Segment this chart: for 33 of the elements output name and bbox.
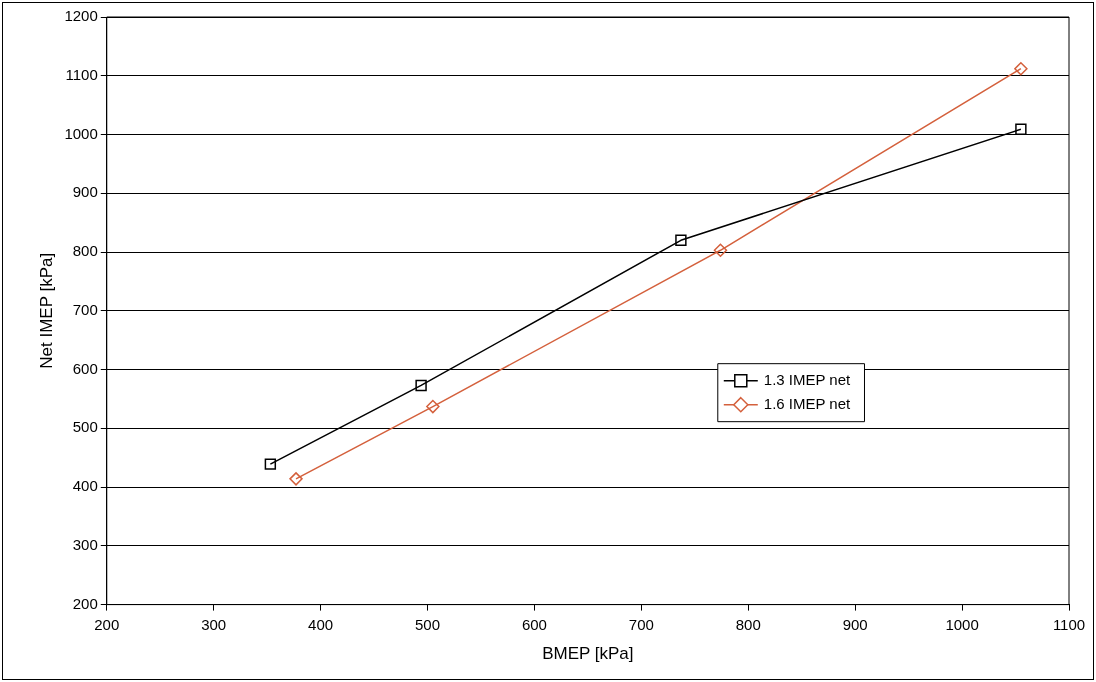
- legend-label: 1.3 IMEP net: [763, 370, 852, 388]
- point: [1014, 61, 1028, 76]
- y-tick-label: 400: [72, 477, 98, 495]
- y-tick-label: 600: [72, 359, 98, 377]
- y-tick-label: 1100: [65, 65, 98, 83]
- y-tick-label: 500: [72, 418, 98, 436]
- x-tick-label: 400: [308, 615, 334, 633]
- x-tick-label: 800: [735, 615, 761, 633]
- x-tick-label: 500: [415, 615, 441, 633]
- point: [289, 472, 303, 486]
- y-tick-label: 900: [72, 183, 98, 201]
- y-tick-label: 700: [72, 300, 98, 318]
- x-tick-label: 700: [628, 615, 654, 633]
- point: [1015, 123, 1027, 135]
- y-tick-label: 200: [72, 594, 98, 612]
- point: [713, 243, 728, 258]
- x-tick-label: 600: [521, 615, 547, 633]
- x-axis-title: BMEP [kPa]: [542, 644, 634, 664]
- x-tick-label: 1000: [945, 615, 979, 633]
- y-tick-label: 800: [72, 242, 98, 260]
- point: [415, 379, 427, 392]
- x-tick-label: 1100: [1052, 615, 1086, 633]
- point: [675, 234, 687, 246]
- y-tick-label: 300: [72, 535, 98, 553]
- x-tick-label: 300: [201, 615, 227, 633]
- x-tick-label: 900: [842, 615, 868, 633]
- y-tick-label: 1200: [64, 7, 98, 25]
- legend-label: 1.6 IMEP net: [763, 394, 852, 412]
- y-tick-label: 1000: [64, 124, 98, 142]
- point: [264, 458, 277, 470]
- y-axis-title: Net IMEP [kPa]: [36, 252, 56, 369]
- x-tick-label: 200: [94, 615, 120, 633]
- point: [426, 399, 440, 414]
